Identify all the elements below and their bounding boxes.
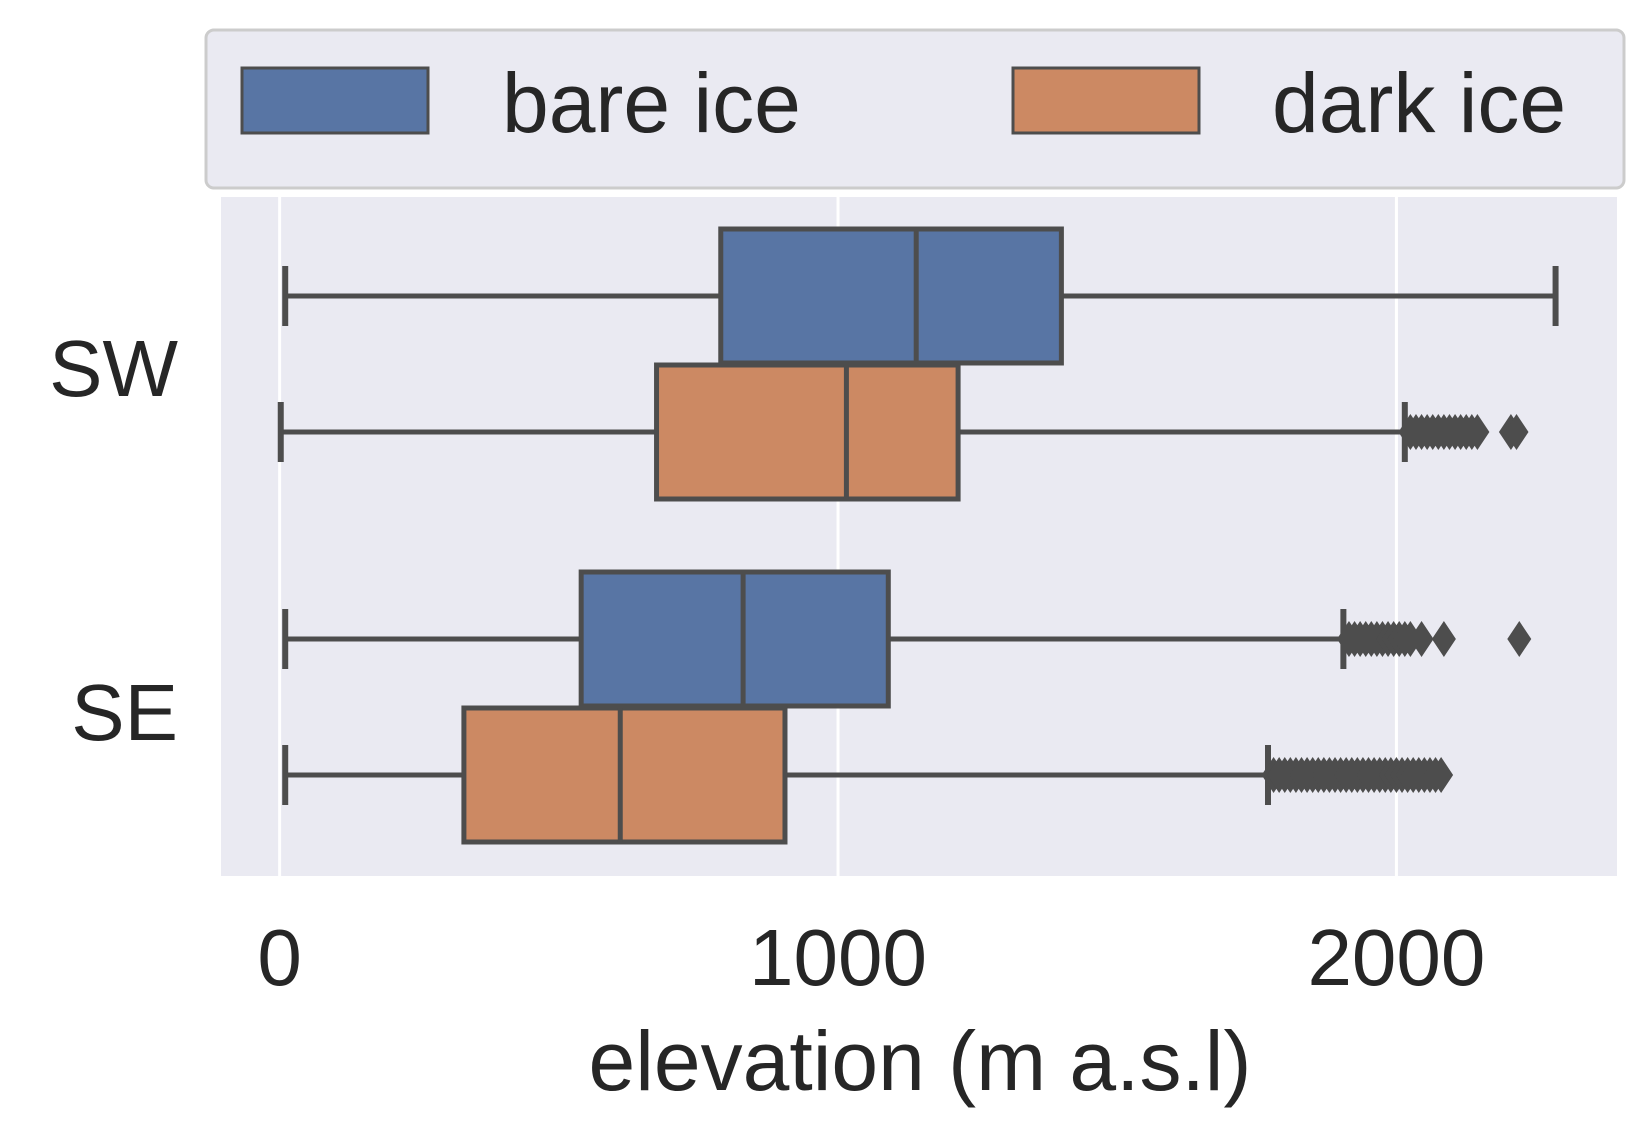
iqr-box [461,705,788,845]
boxes [277,226,1559,845]
outlier-marker [1504,414,1529,450]
box-dark-ice-sw [277,362,1529,502]
legend-label-dark-ice: dark ice [1272,56,1566,150]
legend-swatch-bare-ice [240,66,430,135]
iqr-box [654,362,961,502]
x-axis-label: elevation (m a.s.l) [589,1014,1252,1108]
x-tick-label: 2000 [1307,913,1485,1002]
legend-swatch-dark-ice [1011,66,1201,135]
outlier-marker [1507,621,1532,657]
legend-frame [204,28,1626,190]
x-tick-label: 0 [257,913,302,1002]
box-bare-ice-sw [282,226,1559,366]
iqr-box [578,569,891,709]
box-bare-ice-se [282,569,1532,709]
legend-label-bare-ice: bare ice [502,56,801,150]
legend: bare ice dark ice [204,28,1626,190]
outlier-marker [1465,414,1490,450]
box-dark-ice-se [282,705,1454,845]
y-tick-label-sw: SW [49,324,178,413]
outlier-marker [1429,757,1454,793]
outlier-marker [1431,621,1456,657]
x-tick-label: 1000 [749,913,927,1002]
y-tick-label-se: SE [71,668,178,757]
outlier-marker [1409,621,1434,657]
x-tick-labels: 0 1000 2000 [257,913,1485,1002]
iqr-box [718,226,1064,366]
